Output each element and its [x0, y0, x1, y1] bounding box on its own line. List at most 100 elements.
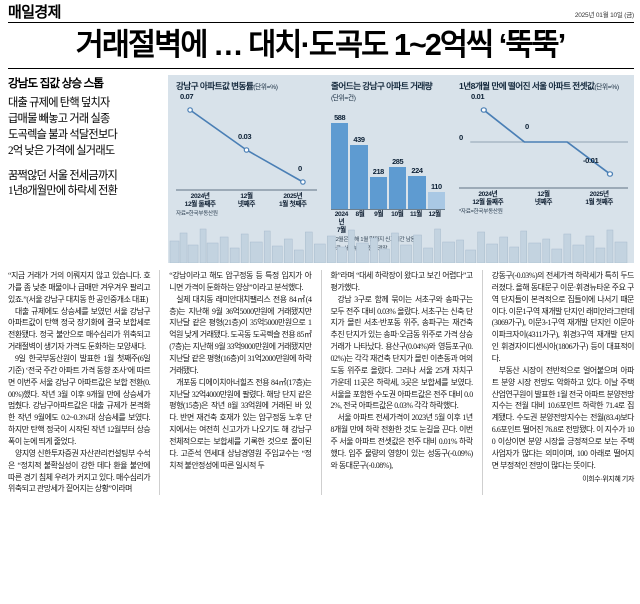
chart1-xtick-1-line2: 넷째주	[237, 201, 256, 209]
chart1-unit: (단위=%)	[253, 83, 278, 91]
chart-apartment-transactions: 줄어드는 강남구 아파트 거래량 (단위=건) 588 439	[323, 75, 451, 263]
lead-subline-3: 도곡렉슬 불과 석달전보다	[8, 128, 118, 141]
chart1-xtick-0-line1: 2024년	[190, 193, 210, 201]
chart2-bar-value-1: 439	[353, 134, 365, 144]
article-byline: 이희수·위지혜 기자	[582, 475, 634, 483]
body-column-4: 강동구(-0.03%)의 전세가격 하락세가 특히 두드러졌다. 올해 동대문구…	[491, 270, 635, 495]
chart1-xtick-1: 12월 넷째주	[223, 193, 269, 209]
chart1-point-0	[187, 107, 193, 113]
chart2-xtick-0: 2024년 7월	[332, 211, 351, 235]
body-c2-p1: “강남이라고 해도 압구정동 등 특정 입지가 아니면 가격이 둔화하는 양상”…	[169, 270, 312, 292]
chart1-svg	[176, 107, 317, 191]
chart1-title-text: 강남구 아파트값 변동률	[176, 80, 254, 91]
body-c2-p3: 개포동 디에이치아너힐즈 전용 84㎡(17층)는 지난달 32억4000만원에…	[169, 377, 312, 470]
chart3-title-text: 1년8개월 만에 떨어진 서울 아파트 전셋값	[459, 80, 595, 91]
chart3-value-1: 0	[525, 122, 529, 132]
body-c1-p4: 양지영 신한투자증권 자산관리컨설팅부 수석은 “정치적 불확실성이 강한 데다…	[8, 448, 151, 494]
lead-gap	[8, 160, 160, 169]
chart2-bar-value-3: 285	[392, 156, 404, 166]
chart-apartment-price-change: 강남구 아파트값 변동률(단위=%) 0.07 0.03 0	[168, 75, 323, 263]
chart2-axis-labels: 2024년 7월 8월 9월 10월 11월 12월	[331, 211, 445, 235]
masthead-date: 2025년 01월 10일 (금)	[574, 12, 634, 19]
chart3-xtick-0-line1: 2024년	[478, 191, 498, 199]
chart2-bar-2	[369, 176, 387, 209]
chart-seoul-jeonse-price: 1년8개월 만에 떨어진 서울 아파트 전셋값(단위=%) 0.01 0 -0.…	[451, 75, 634, 263]
chart2-title-text: 줄어드는 강남구 아파트 거래량	[331, 80, 433, 91]
chart2-source-2: 자료=서울부동산정보광장	[331, 246, 388, 253]
chart3-xtick-2-line2: 1월 첫째주	[585, 199, 614, 207]
chart3-value-2: -0.01	[583, 156, 599, 166]
chart1-xtick-2: 2025년 1월 첫째주	[270, 193, 316, 209]
chart3-xtick-1-line2: 넷째주	[534, 199, 553, 207]
chart2-bar-slot-0: 588	[331, 105, 349, 209]
body-c1-p2: 대출 규제에도 상승세를 보였던 서울 강남구 아파트값이 탄핵 정국 장기화에…	[8, 306, 151, 352]
chart1-title: 강남구 아파트값 변동률(단위=%)	[176, 81, 317, 92]
body-c2-p2: 실제 대치동 래미안대치팰리스 전용 84㎡(4층)는 지난해 9월 36억50…	[169, 294, 312, 375]
body-c1-p3: 9일 한국부동산원이 발표한 1월 첫째주(6일 기준) ‘전국 주간 아파트 …	[8, 353, 151, 446]
chart3-plot: 0.01 0 -0.01 0	[459, 92, 628, 190]
body-column-1: “지금 거래가 거의 이뤄지지 않고 있습니다. 호가를 좀 낮춘 매물이나 급…	[8, 270, 151, 495]
chart3-xtick-0: 2024년 12월 둘째주	[460, 191, 516, 207]
chart2-bar-value-5: 110	[430, 181, 442, 191]
chart2-bar-5	[427, 191, 445, 209]
body-c3-p1: 화”라며 “대세 하락장이 왔다고 보긴 어렵다”고 평가했다.	[330, 270, 474, 292]
chart2-bars: 588 439 218 285	[331, 105, 445, 209]
chart1-source: 자료=한국부동산원	[176, 211, 218, 218]
chart3-point-0	[480, 107, 487, 113]
lead-kicker: 강남도 집값 상승 스톱	[8, 77, 104, 90]
body-c4-p2: 부동산 시장이 전반적으로 얼어붙으며 아파트 분양 시장 전망도 악화하고 있…	[491, 365, 635, 470]
lead-column: 강남도 집값 상승 스톱 대출 규제에 탄핵 덮치자 급매물 빼놓고 거래 실종…	[8, 75, 168, 263]
chart1-line	[189, 109, 304, 183]
lead-subline-2: 급매물 빼놓고 거래 실종	[8, 112, 110, 125]
column-separator-2	[320, 269, 322, 496]
chart2-bar-slot-5: 110	[427, 105, 445, 209]
masthead-divider	[8, 22, 634, 23]
body-c4-p1: 강동구(-0.03%)의 전세가격 하락세가 특히 두드러졌다. 올해 동대문구…	[491, 270, 635, 363]
chart3-point-2	[606, 171, 614, 177]
chart2-xtick-0-line2: 7월	[336, 226, 346, 234]
infographic-panel: 강남구 아파트값 변동률(단위=%) 0.07 0.03 0	[168, 74, 634, 263]
chart2-xtick-3: 10월	[391, 210, 404, 218]
body-column-3: 화”라며 “대세 하락장이 왔다고 보긴 어렵다”고 평가했다. 강남 3구로 …	[330, 270, 474, 495]
chart3-unit: (단위=%)	[594, 83, 619, 91]
chart2-xtick-5: 12월	[428, 210, 442, 218]
chart1-value-0: 0.07	[180, 92, 194, 102]
chart3-source: *자료=한국부동산원	[459, 209, 503, 216]
chart2-bar-value-0: 588	[334, 112, 346, 122]
chart3-xtick-2-line1: 2025년	[589, 191, 609, 199]
chart1-xtick-2-line2: 1월 첫째주	[278, 201, 307, 209]
chart1-xtick-1-line1: 12월	[240, 193, 253, 201]
chart3-svg	[459, 107, 628, 189]
column-separator-1	[159, 269, 161, 496]
graphic-column: 강남구 아파트값 변동률(단위=%) 0.07 0.03 0	[168, 74, 634, 263]
chart2-xtick-2: 9월	[374, 210, 384, 218]
chart2-axis	[331, 208, 445, 210]
chart1-axis-labels: 2024년 12월 둘째주 12월 넷째주 2025년 1월 첫째주	[176, 193, 317, 209]
chart2-bar-slot-1: 439	[350, 105, 368, 209]
chart2-bar-value-2: 218	[372, 166, 385, 176]
chart2-xtick-4: 11월	[410, 210, 423, 218]
chart3-zero-label: 0	[459, 133, 464, 143]
page-headline: 거래절벽에 … 대치·도곡도 1~2억씩 ‘뚝뚝’	[75, 28, 566, 62]
chart1-value-1: 0.03	[238, 132, 252, 142]
article-body: “지금 거래가 거의 이뤄지지 않고 있습니다. 호가를 좀 낮춘 매물이나 급…	[0, 263, 640, 499]
chart1-point-1	[243, 147, 250, 153]
lead-subline-4: 2억 낮은 가격에 실거래도	[8, 144, 115, 157]
chart1-xtick-0-line2: 12월 둘째주	[184, 201, 216, 209]
chart3-value-0: 0.01	[471, 92, 485, 102]
chart3-axis-labels: 2024년 12월 둘째주 12월 넷째주 2025년 1월 첫째주	[459, 191, 628, 207]
chart3-title: 1년8개월 만에 떨어진 서울 아파트 전셋값(단위=%)	[459, 81, 628, 92]
chart3-xtick-1: 12월 넷째주	[516, 191, 572, 207]
chart2-title: 줄어드는 강남구 아파트 거래량 (단위=건)	[331, 81, 445, 103]
masthead: 매일경제 2025년 01월 10일 (금)	[0, 0, 640, 20]
chart2-bar-slot-3: 285	[388, 105, 407, 209]
headline-divider	[8, 67, 634, 69]
chart2-bar-slot-4: 224	[408, 105, 426, 209]
body-column-2: “강남이라고 해도 압구정동 등 특정 입지가 아니면 가격이 둔화하는 양상”…	[169, 270, 312, 495]
chart1-plot: 0.07 0.03 0	[176, 92, 317, 192]
column-separator-3	[481, 269, 483, 496]
masthead-title: 매일경제	[8, 4, 61, 21]
lead-and-graphics: 강남도 집값 상승 스톱 대출 규제에 탄핵 덮치자 급매물 빼놓고 거래 실종…	[0, 69, 640, 263]
body-c1-p1: “지금 거래가 거의 이뤄지지 않고 있습니다. 호가를 좀 낮춘 매물이나 급…	[8, 270, 151, 304]
